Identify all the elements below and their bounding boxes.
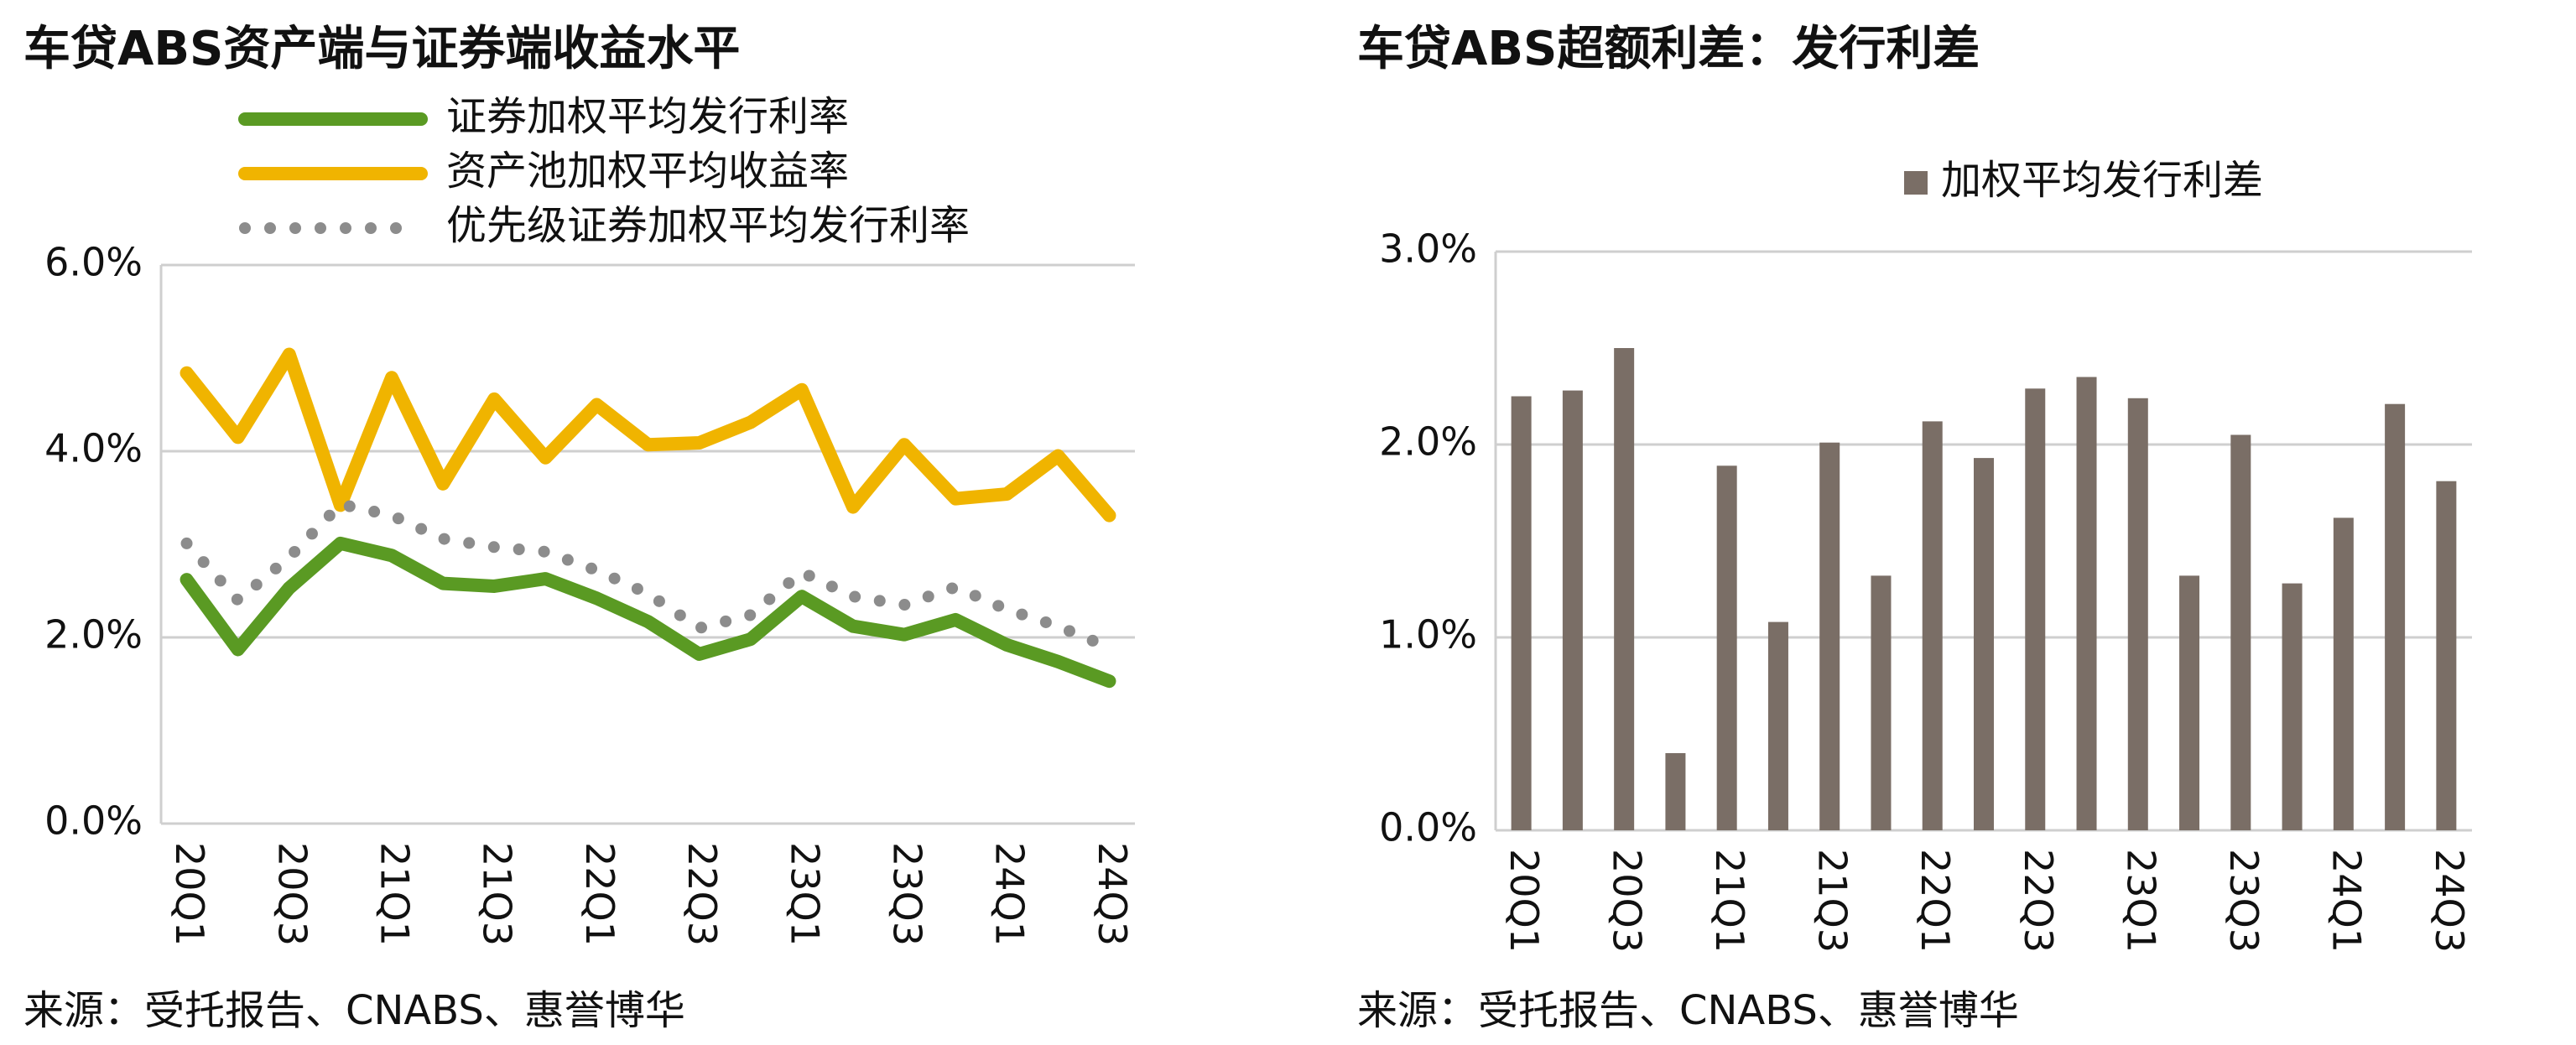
- bar: [1511, 396, 1532, 830]
- bar: [2025, 388, 2046, 830]
- bar: [1974, 458, 1994, 830]
- x-tick-label: 23Q1: [2118, 849, 2163, 953]
- x-tick-label: 24Q1: [2324, 849, 2369, 953]
- y-tick-label: 3.0%: [1379, 226, 1477, 272]
- chart-title: 车贷ABS资产端与证券端收益水平: [23, 22, 740, 76]
- x-tick-label: 22Q3: [2016, 849, 2061, 953]
- x-tick-label: 21Q3: [1810, 849, 1855, 953]
- bar: [2127, 398, 2148, 830]
- bar: [2179, 575, 2200, 830]
- bar: [1767, 621, 1788, 830]
- y-tick-label: 4.0%: [44, 426, 143, 471]
- bar: [2282, 583, 2303, 830]
- bar: [1614, 348, 1635, 830]
- y-tick-label: 6.0%: [44, 240, 143, 285]
- legend-label: 优先级证券加权平均发行利率: [446, 202, 970, 249]
- legend-label: 加权平均发行利差: [1941, 157, 2263, 204]
- bar: [2230, 434, 2251, 830]
- y-tick-label: 1.0%: [1379, 612, 1477, 658]
- x-tick-label: 22Q1: [1912, 849, 1958, 953]
- y-tick-label: 2.0%: [1379, 419, 1477, 465]
- bar: [2076, 377, 2097, 830]
- bar: [2333, 517, 2354, 830]
- bar: [1665, 753, 1686, 830]
- x-tick-label: 20Q1: [167, 842, 212, 946]
- bar: [1562, 390, 1583, 831]
- y-tick-label: 0.0%: [44, 798, 143, 844]
- bar: [2385, 403, 2406, 830]
- series-line: [180, 347, 1116, 522]
- source: 来源：受托报告、CNABS、惠誉博华: [23, 987, 685, 1034]
- bar: [1871, 575, 1892, 830]
- legend-swatch: [1904, 171, 1928, 195]
- series-line: [180, 536, 1116, 689]
- x-tick-label: 24Q3: [1090, 842, 1135, 946]
- legend-label: 证券加权平均发行利率: [446, 93, 849, 140]
- x-tick-label: 21Q1: [1707, 849, 1752, 953]
- bar: [1922, 421, 1943, 830]
- series-line: [180, 498, 1116, 654]
- x-tick-label: 23Q3: [885, 842, 930, 946]
- x-tick-label: 22Q1: [577, 842, 622, 946]
- bar: [1716, 465, 1737, 830]
- x-tick-label: 21Q1: [372, 842, 417, 946]
- x-tick-label: 20Q3: [1605, 849, 1650, 953]
- x-tick-label: 24Q1: [987, 842, 1033, 946]
- x-tick-label: 21Q3: [475, 842, 520, 946]
- bar: [2436, 481, 2457, 830]
- x-tick-label: 22Q3: [679, 842, 725, 946]
- legend-label: 资产池加权平均收益率: [446, 148, 849, 195]
- chart-title: 车贷ABS超额利差：发行利差: [1357, 22, 1980, 76]
- x-tick-label: 23Q3: [2221, 849, 2266, 953]
- x-tick-label: 20Q3: [269, 842, 315, 946]
- y-tick-label: 2.0%: [44, 612, 143, 658]
- x-tick-label: 24Q3: [2427, 849, 2472, 953]
- bar: [1819, 442, 1840, 830]
- x-tick-label: 23Q1: [782, 842, 827, 946]
- x-tick-label: 20Q1: [1501, 849, 1547, 953]
- y-tick-label: 0.0%: [1379, 805, 1477, 850]
- source: 来源：受托报告、CNABS、惠誉博华: [1357, 987, 2019, 1034]
